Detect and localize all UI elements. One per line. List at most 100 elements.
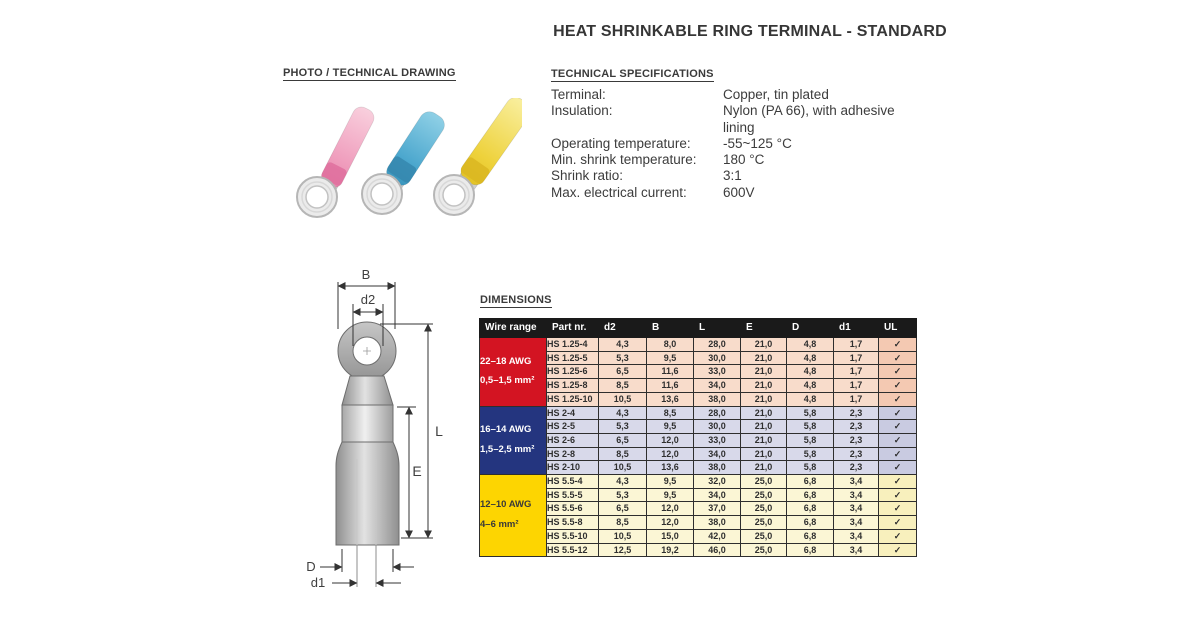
value-cell-d: 4,8 (786, 350, 834, 366)
part-number-cell: HS 5.5-10 (546, 528, 599, 544)
dimension-labels: B d2 L E D d1 (306, 267, 443, 590)
table-row: HS 1.25-6 6,5 11,6 33,0 21,0 4,8 1,7 ✓ (479, 364, 917, 380)
value-cell-l: 38,0 (693, 460, 741, 476)
value-cell-l: 28,0 (693, 405, 741, 421)
spec-label: Operating temperature: (551, 135, 691, 151)
value-cell-d2: 10,5 (598, 528, 647, 544)
drawing-terminal-body (335, 321, 400, 587)
part-number-cell: HS 5.5-4 (546, 474, 599, 489)
spec-row: Shrink ratio: 3:1 (551, 168, 936, 184)
value-cell-d2: 5,3 (598, 419, 647, 434)
wire-range-mm2: 4–6 mm² (480, 519, 519, 531)
value-cell-b: 9,5 (646, 487, 694, 503)
value-cell-d1: 2,3 (833, 405, 879, 421)
value-cell-d2: 6,5 (598, 432, 647, 448)
dim-label-L: L (435, 423, 443, 439)
col-header-wire-range: Wire range (479, 318, 547, 338)
part-number-cell: HS 2-5 (546, 419, 599, 434)
value-cell-b: 9,5 (646, 419, 694, 434)
value-cell-b: 12,0 (646, 515, 694, 530)
value-cell-d2: 8,5 (598, 515, 647, 530)
value-cell-l: 42,0 (693, 528, 741, 544)
spec-label: Terminal: (551, 87, 606, 102)
ul-check-cell: ✓ (878, 405, 917, 421)
ul-check-cell: ✓ (878, 446, 917, 462)
value-cell-l: 37,0 (693, 501, 741, 517)
value-cell-b: 8,5 (646, 405, 694, 421)
specs-heading: TECHNICAL SPECIFICATIONS (551, 68, 714, 82)
ul-check-cell: ✓ (878, 364, 917, 380)
wire-range-mm2: 1,5–2,5 mm² (480, 443, 535, 455)
table-header-row: Wire range Part nr. d2 B L E D d1 UL (479, 318, 917, 338)
table-row: HS 2-10 10,5 13,6 38,0 21,0 5,8 2,3 ✓ (479, 460, 917, 476)
value-cell-d1: 1,7 (833, 350, 879, 366)
table-row: HS 1.25-10 10,5 13,6 38,0 21,0 4,8 1,7 ✓ (479, 391, 917, 407)
col-header-e: E (740, 318, 787, 338)
value-cell-d1: 3,4 (833, 515, 879, 530)
value-cell-l: 33,0 (693, 432, 741, 448)
spec-label: Insulation: (551, 103, 613, 119)
value-cell-d1: 3,4 (833, 542, 879, 558)
value-cell-d1: 3,4 (833, 528, 879, 544)
technical-drawing: B d2 L E D d1 (306, 267, 443, 590)
part-number-cell: HS 5.5-12 (546, 542, 599, 558)
value-cell-b: 13,6 (646, 460, 694, 476)
col-header-part-nr: Part nr. (546, 318, 599, 338)
value-cell-d1: 1,7 (833, 378, 879, 393)
value-cell-e: 25,0 (740, 474, 787, 489)
table-row: 12–10 AWG 4–6 mm² HS 5.5-4 4,3 9,5 32,0 25,0 6,… (479, 474, 917, 558)
terminal-yellow (433, 98, 522, 216)
value-cell-e: 21,0 (740, 337, 787, 352)
value-cell-d1: 2,3 (833, 419, 879, 434)
spec-value: 600V (723, 184, 755, 200)
value-cell-d1: 2,3 (833, 432, 879, 448)
part-number-cell: HS 1.25-8 (546, 378, 599, 393)
part-number-cell: HS 5.5-6 (546, 501, 599, 517)
value-cell-d2: 8,5 (598, 446, 647, 462)
value-cell-d: 5,8 (786, 446, 834, 462)
value-cell-d: 4,8 (786, 337, 834, 352)
dimensions-heading: DIMENSIONS (480, 294, 552, 308)
col-header-d: D (786, 318, 834, 338)
terminal-pink (296, 106, 375, 218)
dim-label-d1: d1 (311, 575, 325, 590)
ul-check-cell: ✓ (878, 378, 917, 393)
wire-range-cell: 22–18 AWG 0,5–1,5 mm² (479, 337, 547, 407)
dimension-lines (320, 282, 433, 587)
value-cell-d1: 3,4 (833, 487, 879, 503)
page-title: HEAT SHRINKABLE RING TERMINAL - STANDARD (553, 23, 947, 40)
value-cell-d: 6,8 (786, 501, 834, 517)
ul-check-cell: ✓ (878, 460, 917, 476)
value-cell-l: 34,0 (693, 378, 741, 393)
spec-value: 3:1 (723, 168, 742, 184)
value-cell-l: 30,0 (693, 419, 741, 434)
part-number-cell: HS 2-4 (546, 405, 599, 421)
value-cell-e: 21,0 (740, 350, 787, 366)
value-cell-l: 38,0 (693, 515, 741, 530)
value-cell-d2: 4,3 (598, 405, 647, 421)
value-cell-l: 38,0 (693, 391, 741, 407)
value-cell-e: 25,0 (740, 487, 787, 503)
part-number-cell: HS 5.5-5 (546, 487, 599, 503)
table-row: 22–18 AWG 0,5–1,5 mm² HS 1.25-4 4,3 8,0 28,0 2… (479, 337, 917, 407)
ul-check-cell: ✓ (878, 474, 917, 489)
value-cell-d2: 10,5 (598, 391, 647, 407)
value-cell-d: 5,8 (786, 405, 834, 421)
table-row: HS 5.5-8 8,5 12,0 38,0 25,0 6,8 3,4 ✓ (479, 515, 917, 530)
spec-value: Nylon (PA 66), with adhesive lining (723, 103, 895, 135)
value-cell-d1: 3,4 (833, 474, 879, 489)
part-number-cell: HS 1.25-5 (546, 350, 599, 366)
part-number-cell: HS 1.25-10 (546, 391, 599, 407)
col-header-ul: UL (878, 318, 917, 338)
part-number-cell: HS 2-10 (546, 460, 599, 476)
value-cell-e: 25,0 (740, 542, 787, 558)
value-cell-e: 21,0 (740, 446, 787, 462)
value-cell-e: 21,0 (740, 364, 787, 380)
value-cell-b: 8,0 (646, 337, 694, 352)
table-row: HS 5.5-12 12,5 19,2 46,0 25,0 6,8 3,4 ✓ (479, 542, 917, 558)
specs-list: Terminal: Copper, tin plated Insulation:… (551, 87, 936, 201)
value-cell-d2: 10,5 (598, 460, 647, 476)
spec-row: Insulation: Nylon (PA 66), with adhesive… (551, 103, 936, 136)
value-cell-b: 12,0 (646, 501, 694, 517)
